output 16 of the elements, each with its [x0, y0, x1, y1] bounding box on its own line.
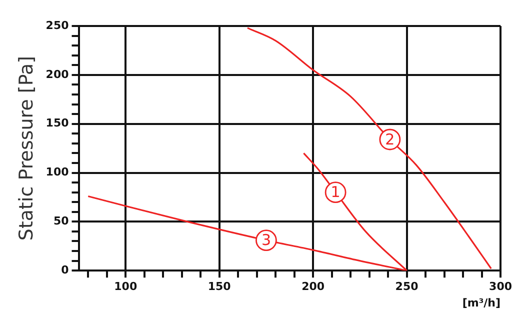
x-tick-label: 300: [489, 280, 512, 294]
x-tick-label: 250: [395, 280, 419, 294]
y-tick-label: 50: [53, 214, 70, 228]
y-tick-label: 150: [46, 116, 70, 130]
series-label: 1: [330, 183, 340, 202]
y-tick-label: 0: [61, 263, 70, 276]
y-tick-label: 100: [46, 166, 70, 179]
x-axis-title: [m³/h]: [462, 296, 501, 310]
y-tick-label: 250: [46, 18, 70, 32]
x-tick-label: 100: [114, 280, 138, 294]
y-axis-title: Static Pressure [Pa]: [15, 56, 38, 241]
x-tick-label: 150: [208, 280, 232, 294]
series-label: 2: [385, 130, 395, 148]
x-tick-label: 200: [302, 280, 325, 294]
y-tick-label: 200: [46, 68, 70, 81]
series-label: 3: [261, 231, 271, 250]
